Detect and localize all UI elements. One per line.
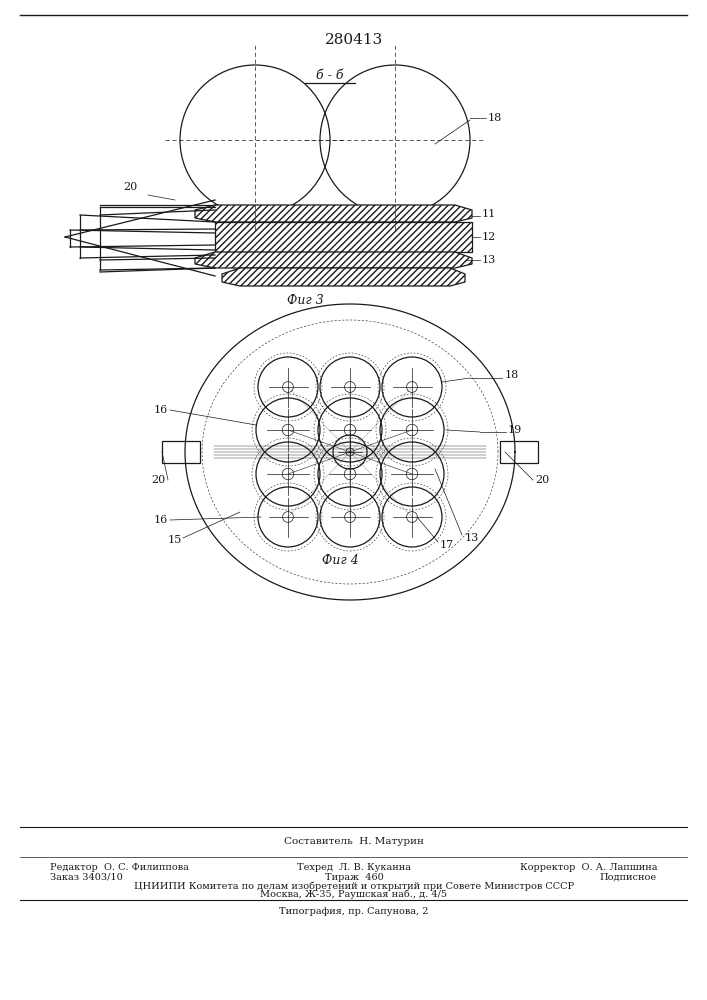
Text: 11: 11 [482,209,496,219]
Text: 12: 12 [482,232,496,242]
Bar [500,441,538,463]
Text: 20: 20 [152,475,166,485]
Text: 18: 18 [488,113,502,123]
Text: ЦНИИПИ Комитета по делам изобретений и открытий при Совете Министров СССР: ЦНИИПИ Комитета по делам изобретений и о… [134,881,574,891]
Text: Фиг 3: Фиг 3 [286,294,323,306]
Polygon shape [195,252,472,268]
Text: 16: 16 [153,515,168,525]
Text: 19: 19 [508,425,522,435]
Text: Техред  Л. В. Куканна: Техред Л. В. Куканна [297,862,411,871]
Polygon shape [195,205,472,222]
Text: Заказ 3403/10: Заказ 3403/10 [50,872,123,882]
Text: Составитель  Н. Матурин: Составитель Н. Матурин [284,838,424,846]
Text: Подписное: Подписное [600,872,657,882]
Text: 16: 16 [153,405,168,415]
Text: 13: 13 [465,533,479,543]
Text: 13: 13 [482,255,496,265]
Polygon shape [222,268,465,286]
Text: Типография, пр. Сапунова, 2: Типография, пр. Сапунова, 2 [279,908,428,916]
Text: 18: 18 [505,370,519,380]
Polygon shape [215,222,472,252]
Text: Москва, Ж-35, Раушская наб., д. 4/5: Москва, Ж-35, Раушская наб., д. 4/5 [260,889,448,899]
Text: б - б: б - б [316,69,344,82]
Text: 17: 17 [440,540,454,550]
Text: 15: 15 [168,535,182,545]
Text: Фиг 4: Фиг 4 [322,554,358,566]
Text: Корректор  О. А. Лапшина: Корректор О. А. Лапшина [520,862,657,871]
Text: 20: 20 [123,182,137,192]
Text: 20: 20 [535,475,549,485]
Bar [162,441,200,463]
Text: 280413: 280413 [325,33,383,47]
Text: Редактор  О. С. Филиппова: Редактор О. С. Филиппова [50,862,189,871]
Text: Тираж  460: Тираж 460 [325,872,383,882]
